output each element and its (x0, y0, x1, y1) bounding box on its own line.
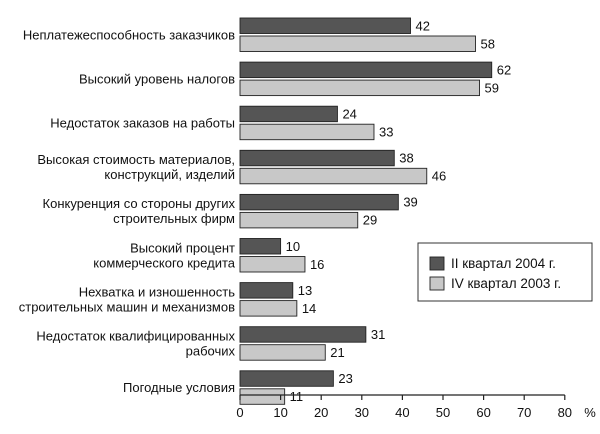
bar-series-1 (239, 282, 294, 299)
value-label: 11 (290, 389, 304, 404)
x-tick-label: 30 (355, 405, 369, 420)
legend-label: II квартал 2004 г. (451, 256, 556, 271)
value-label: 46 (432, 169, 446, 184)
value-label: 31 (371, 327, 385, 342)
category-label: Нехватка и изношенность строительных маши… (19, 284, 235, 314)
bar-series-2 (239, 344, 326, 361)
x-unit-label: % (584, 405, 596, 420)
x-tick-label: 50 (436, 405, 450, 420)
category-label: Недостаток квалифицированных рабочих (36, 328, 235, 358)
bar-series-2 (239, 300, 298, 317)
value-label: 14 (302, 301, 316, 316)
bar-series-2 (239, 256, 306, 273)
legend-swatch (429, 256, 445, 271)
bar-series-1 (239, 149, 395, 167)
bar-series-2 (239, 123, 375, 141)
bar-series-2 (239, 388, 286, 405)
category-label: Недостаток заказов на работы (50, 115, 235, 130)
x-tick-label: 70 (517, 405, 531, 420)
bar-series-1 (239, 17, 411, 34)
category-label: Конкуренция со стороны других строительны… (43, 196, 236, 226)
legend-swatch (429, 276, 445, 291)
value-label: 42 (416, 18, 430, 33)
category-label: Высокая стоимость материалов, конструкций… (37, 152, 235, 182)
value-label: 21 (330, 345, 344, 360)
value-label: 39 (403, 195, 417, 210)
value-label: 16 (310, 257, 324, 272)
value-label: 38 (399, 151, 413, 166)
legend: II квартал 2004 г. IV квартал 2003 г. (417, 242, 593, 302)
value-label: 29 (363, 213, 377, 228)
x-tick-label: 80 (558, 405, 572, 420)
x-tick-label: 10 (273, 405, 287, 420)
value-label: 59 (485, 80, 499, 95)
bar-series-2 (239, 211, 359, 229)
category-labels: Неплатежеспособность заказчиков Высокий у… (19, 27, 236, 395)
category-label: Неплатежеспособность заказчиков (23, 27, 235, 42)
x-tick-label: 40 (395, 405, 409, 420)
x-axis: 0 10 20 30 40 50 60 70 80% (236, 394, 596, 420)
bar-series-1 (239, 193, 399, 211)
bar-series-1 (239, 61, 493, 79)
x-tick-label: 60 (476, 405, 490, 420)
value-label: 33 (379, 124, 393, 139)
category-label: Высокий процент коммерческого кредита (93, 240, 235, 270)
bar-series-2 (239, 167, 428, 185)
legend-label: IV квартал 2003 г. (451, 276, 561, 291)
category-label: Погодные условия (123, 380, 235, 395)
value-label: 24 (342, 106, 356, 121)
value-label: 62 (497, 62, 511, 77)
bars (239, 17, 493, 405)
bar-series-2 (239, 79, 480, 97)
legend-box (417, 242, 593, 302)
value-label: 13 (298, 283, 312, 298)
value-label: 10 (286, 239, 300, 254)
x-tick-label: 0 (236, 405, 243, 420)
x-tick-label: 20 (314, 405, 328, 420)
category-label: Высокий уровень налогов (79, 71, 235, 86)
bar-series-2 (239, 35, 476, 52)
bar-series-1 (239, 370, 334, 387)
bar-series-1 (239, 326, 367, 343)
value-label: 23 (338, 371, 352, 386)
bar-series-1 (239, 105, 338, 123)
bar-series-1 (239, 238, 282, 255)
value-label: 58 (480, 36, 494, 51)
